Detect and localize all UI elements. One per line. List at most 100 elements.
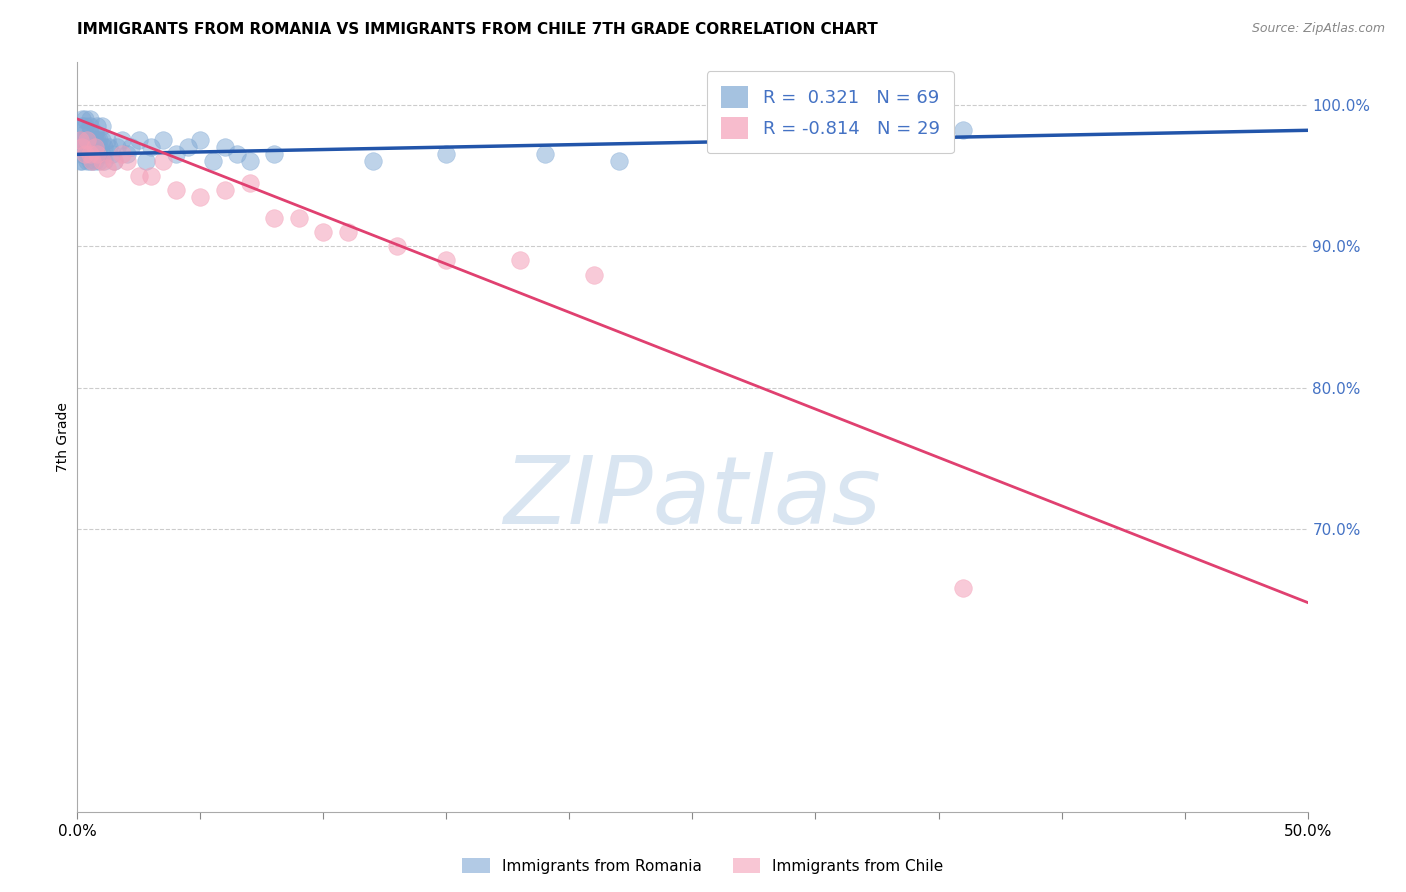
Point	[86, 119, 108, 133]
Point	[90, 119, 114, 133]
Text: Source: ZipAtlas.com: Source: ZipAtlas.com	[1251, 22, 1385, 36]
Point	[165, 183, 187, 197]
Point	[86, 147, 108, 161]
Point	[436, 253, 458, 268]
Point	[70, 154, 93, 169]
Point	[76, 133, 98, 147]
Point	[214, 140, 236, 154]
Point	[70, 147, 93, 161]
Point	[103, 154, 125, 169]
Point	[76, 147, 98, 161]
Point	[89, 154, 111, 169]
Point	[436, 147, 458, 161]
Point	[226, 147, 249, 161]
Point	[214, 183, 236, 197]
Point	[952, 582, 974, 596]
Point	[76, 154, 98, 169]
Point	[93, 154, 115, 169]
Point	[86, 147, 108, 161]
Point	[263, 211, 285, 225]
Point	[152, 154, 174, 169]
Point	[79, 119, 101, 133]
Point	[82, 140, 104, 154]
Point	[93, 140, 115, 154]
Point	[69, 133, 91, 147]
Point	[89, 140, 111, 154]
Point	[288, 211, 311, 225]
Point	[73, 147, 96, 161]
Text: ZIPatlas: ZIPatlas	[503, 451, 882, 542]
Point	[952, 123, 974, 137]
Legend: Immigrants from Romania, Immigrants from Chile: Immigrants from Romania, Immigrants from…	[457, 852, 949, 880]
Point	[70, 140, 93, 154]
Point	[111, 147, 132, 161]
Point	[82, 133, 104, 147]
Point	[135, 154, 157, 169]
Point	[387, 239, 409, 253]
Point	[101, 147, 124, 161]
Point	[96, 133, 118, 147]
Point	[73, 126, 96, 140]
Point	[607, 154, 630, 169]
Point	[103, 154, 125, 169]
Y-axis label: 7th Grade: 7th Grade	[56, 402, 70, 472]
Point	[79, 147, 101, 161]
Point	[534, 147, 557, 161]
Point	[90, 133, 114, 147]
Point	[152, 133, 174, 147]
Point	[96, 161, 118, 176]
Point	[755, 133, 778, 147]
Point	[79, 112, 101, 126]
Point	[70, 119, 93, 133]
Point	[361, 154, 384, 169]
Point	[177, 140, 200, 154]
Point	[79, 126, 101, 140]
Point	[83, 140, 105, 154]
Point	[121, 140, 143, 154]
Point	[83, 133, 105, 147]
Point	[804, 128, 827, 143]
Point	[263, 147, 285, 161]
Point	[70, 140, 93, 154]
Point	[190, 190, 212, 204]
Point	[79, 133, 101, 147]
Point	[201, 154, 224, 169]
Point	[111, 133, 132, 147]
Point	[79, 154, 101, 169]
Point	[83, 154, 105, 169]
Point	[82, 154, 104, 169]
Point	[69, 154, 91, 169]
Point	[903, 126, 925, 140]
Point	[83, 126, 105, 140]
Point	[115, 154, 138, 169]
Point	[89, 133, 111, 147]
Point	[509, 253, 531, 268]
Point	[86, 133, 108, 147]
Point	[70, 133, 93, 147]
Point	[105, 140, 128, 154]
Point	[312, 225, 335, 239]
Point	[73, 119, 96, 133]
Point	[73, 133, 96, 147]
Point	[165, 147, 187, 161]
Point	[90, 154, 114, 169]
Point	[239, 176, 262, 190]
Point	[879, 123, 901, 137]
Point	[190, 133, 212, 147]
Point	[337, 225, 360, 239]
Point	[76, 140, 98, 154]
Point	[128, 133, 150, 147]
Point	[115, 147, 138, 161]
Point	[69, 140, 91, 154]
Point	[128, 169, 150, 183]
Point	[69, 133, 91, 147]
Point	[73, 112, 96, 126]
Point	[98, 140, 121, 154]
Point	[141, 140, 163, 154]
Legend: R =  0.321   N = 69, R = -0.814   N = 29: R = 0.321 N = 69, R = -0.814 N = 29	[707, 71, 955, 153]
Point	[141, 169, 163, 183]
Point	[82, 154, 104, 169]
Text: IMMIGRANTS FROM ROMANIA VS IMMIGRANTS FROM CHILE 7TH GRADE CORRELATION CHART: IMMIGRANTS FROM ROMANIA VS IMMIGRANTS FR…	[77, 22, 879, 37]
Point	[583, 268, 606, 282]
Point	[239, 154, 262, 169]
